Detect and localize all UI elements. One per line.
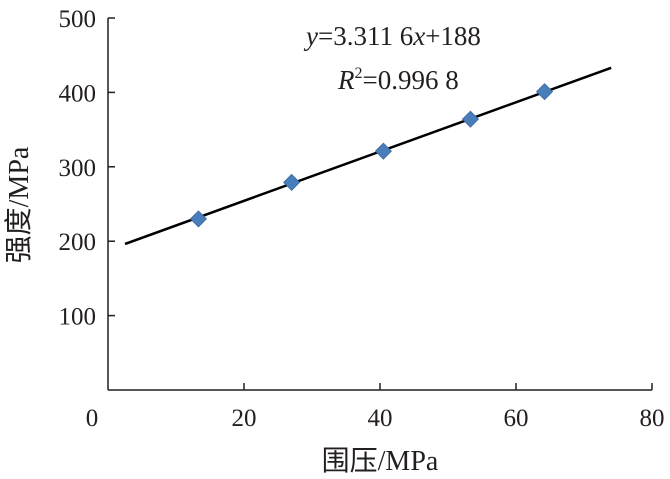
equation-y-var: y [303, 21, 318, 51]
x-tick-label: 80 [640, 405, 665, 432]
y-tick-label: 500 [59, 6, 97, 33]
regression-equation: y=3.311 6x+188 [303, 21, 481, 51]
x-tick-label: 60 [504, 405, 529, 432]
data-points [189, 83, 554, 228]
trendline [124, 66, 612, 246]
data-point [283, 173, 301, 191]
r-squared-value: =0.996 8 [363, 65, 459, 95]
data-point [535, 83, 554, 101]
data-point [189, 210, 208, 228]
equation-intercept: +188 [425, 21, 481, 51]
x-tick-label: 40 [368, 405, 393, 432]
equation-coef: =3.311 6 [318, 21, 413, 51]
x-tick-label: 0 [86, 405, 99, 432]
equation-x-var: x [412, 21, 425, 51]
r-squared-sup: 2 [355, 65, 363, 82]
x-axis-title: 围压/MPa [322, 446, 439, 477]
trendline-group [124, 66, 612, 246]
ticks [108, 17, 653, 390]
data-point [461, 110, 480, 128]
y-tick-label: 100 [59, 304, 97, 331]
y-tick-label: 400 [59, 80, 97, 107]
r-squared-var: R [337, 65, 355, 95]
y-axis-title: 强度/MPa [3, 146, 35, 263]
data-point [374, 142, 392, 160]
y-tick-label: 300 [59, 155, 97, 182]
x-tick-label: 20 [232, 405, 257, 432]
tick-labels: 100 200 300 400 500 0 20 40 60 80 [59, 6, 665, 432]
y-tick-label: 200 [59, 229, 97, 256]
r-squared: R2=0.996 8 [337, 65, 459, 95]
